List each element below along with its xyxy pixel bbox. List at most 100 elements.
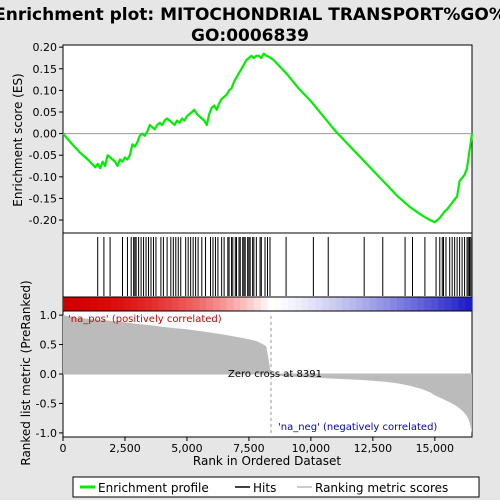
gradient-segment bbox=[76, 297, 85, 311]
axes-layer: 0.200.150.100.050.00-0.05-0.10-0.15-0.20… bbox=[29, 41, 455, 455]
es-y-axis-label: Enrichment score (ES) bbox=[11, 73, 25, 206]
es-y-tick-label: 0.00 bbox=[33, 128, 58, 141]
gradient-segment bbox=[322, 297, 330, 311]
gradient-segment bbox=[328, 297, 337, 311]
rank-color-gradient bbox=[63, 297, 473, 311]
hits-layer bbox=[97, 237, 472, 296]
gradient-segment bbox=[403, 297, 412, 311]
gradient-segment bbox=[458, 297, 466, 311]
legend-label-enrichment-profile: Enrichment profile bbox=[98, 481, 209, 495]
x-tick-label: 5,000 bbox=[171, 442, 203, 455]
es-y-tick-label: 0.20 bbox=[33, 41, 58, 54]
es-layer bbox=[62, 52, 474, 224]
gradient-segment bbox=[397, 297, 405, 311]
legend-box bbox=[72, 476, 480, 498]
gradient-segment bbox=[158, 297, 166, 311]
gradient-segment bbox=[97, 297, 105, 311]
chart-title-line2: GO:0006839 bbox=[191, 26, 309, 46]
es-y-tick-label: 0.10 bbox=[33, 84, 58, 97]
metric-y-tick-label: 0.0 bbox=[40, 368, 58, 381]
es-y-tick-label: -0.10 bbox=[29, 171, 57, 184]
x-tick-label: 12,500 bbox=[354, 442, 393, 455]
zero-cross-label: Zero cross at 8391 bbox=[228, 369, 322, 380]
gradient-segment bbox=[349, 297, 357, 311]
metric-y-axis-label: Ranked list metric (PreRanked) bbox=[19, 280, 33, 465]
gradient-segment bbox=[103, 297, 112, 311]
gradient-segment bbox=[212, 297, 221, 311]
gradient-segment bbox=[424, 297, 432, 311]
gradient-segment bbox=[451, 297, 459, 311]
enrichment-profile-line bbox=[62, 52, 474, 224]
metric-y-tick-label: -1.0 bbox=[36, 427, 57, 440]
gradient-segment bbox=[274, 297, 282, 311]
gradient-segment bbox=[165, 297, 173, 311]
x-axis-label: Rank in Ordered Dataset bbox=[193, 454, 341, 468]
gradient-segment bbox=[410, 297, 419, 311]
gradient-segment bbox=[69, 297, 78, 311]
es-y-tick-label: -0.15 bbox=[29, 192, 57, 205]
gradient-segment bbox=[137, 297, 146, 311]
gradient-segment bbox=[437, 297, 446, 311]
x-tick-label: 2,500 bbox=[109, 442, 141, 455]
gradient-segment bbox=[83, 297, 91, 311]
x-tick-label: 10,000 bbox=[292, 442, 331, 455]
gradient-segment bbox=[199, 297, 207, 311]
x-tick-label: 15,000 bbox=[416, 442, 455, 455]
gradient-segment bbox=[219, 297, 228, 311]
gradient-segment bbox=[356, 297, 364, 311]
gradient-segment bbox=[417, 297, 425, 311]
gradient-segment bbox=[192, 297, 200, 311]
gradient-segment bbox=[315, 297, 323, 311]
gradient-segment bbox=[444, 297, 453, 311]
es-y-tick-label: 0.05 bbox=[33, 106, 58, 119]
gradient-segment bbox=[172, 297, 180, 311]
metric-layer bbox=[63, 315, 472, 437]
gradient-segment bbox=[90, 297, 98, 311]
gradient-segment bbox=[131, 297, 139, 311]
gradient-segment bbox=[240, 297, 248, 311]
gradient-segment bbox=[151, 297, 160, 311]
gradient-segment bbox=[185, 297, 194, 311]
gradient-segment bbox=[281, 297, 289, 311]
es-y-tick-label: -0.20 bbox=[29, 214, 57, 227]
gradient-segment bbox=[124, 297, 132, 311]
gradient-segment bbox=[335, 297, 344, 311]
es-y-tick-label: -0.05 bbox=[29, 149, 57, 162]
gradient-segment bbox=[465, 297, 473, 311]
x-tick-label: 0 bbox=[60, 442, 67, 455]
gradient-segment bbox=[287, 297, 296, 311]
metric-y-tick-label: 1.0 bbox=[40, 309, 58, 322]
gradient-segment bbox=[178, 297, 187, 311]
gradient-segment bbox=[308, 297, 316, 311]
chart-title-line1: Enrichment plot: MITOCHONDRIAL TRANSPORT… bbox=[0, 5, 500, 25]
gradient-segment bbox=[206, 297, 214, 311]
gradient-segment bbox=[144, 297, 153, 311]
negative-correlation-label: 'na_neg' (negatively correlated) bbox=[278, 422, 437, 433]
gradient-segment bbox=[253, 297, 262, 311]
gradient-segment bbox=[301, 297, 309, 311]
gradient-segment bbox=[63, 297, 71, 311]
metric-y-tick-label: -0.5 bbox=[36, 397, 57, 410]
legend-label-ranking-metric: Ranking metric scores bbox=[315, 481, 448, 495]
gradient-segment bbox=[431, 297, 439, 311]
gradient-segment bbox=[117, 297, 125, 311]
gradient-segment bbox=[383, 297, 391, 311]
gradient-segment bbox=[260, 297, 269, 311]
gradient-segment bbox=[110, 297, 119, 311]
es-panel bbox=[62, 44, 473, 234]
gradient-segment bbox=[376, 297, 384, 311]
legend: Enrichment profile Hits Ranking metric s… bbox=[72, 476, 480, 498]
legend-label-hits: Hits bbox=[253, 481, 276, 495]
gradient-segment bbox=[390, 297, 398, 311]
gradient-segment bbox=[226, 297, 235, 311]
gradient-segment bbox=[369, 297, 378, 311]
gradient-segment bbox=[362, 297, 371, 311]
positive-correlation-label: 'na_pos' (positively correlated) bbox=[68, 314, 222, 325]
gradient-segment bbox=[294, 297, 303, 311]
es-y-tick-label: 0.15 bbox=[33, 63, 58, 76]
gradient-segment bbox=[247, 297, 255, 311]
metric-y-tick-label: 0.5 bbox=[40, 339, 58, 352]
gradient-segment bbox=[233, 297, 241, 311]
